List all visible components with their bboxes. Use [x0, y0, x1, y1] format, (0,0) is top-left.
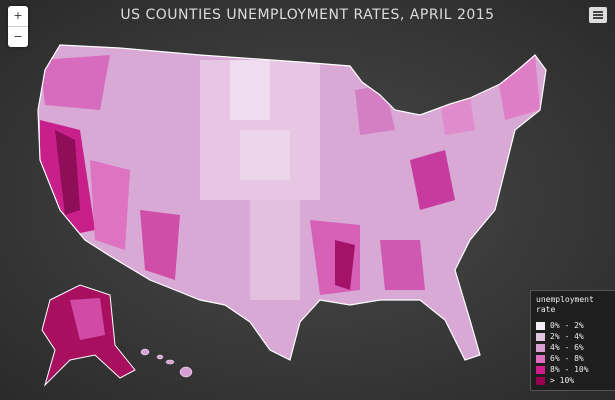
legend-item: 2% - 4% — [536, 331, 612, 342]
zoom-controls: + − — [8, 6, 28, 47]
legend-label: > 10% — [550, 376, 575, 385]
legend-swatch — [536, 321, 545, 330]
legend-item: 0% - 2% — [536, 320, 612, 331]
us-outline — [37, 44, 547, 361]
hawaii — [140, 348, 193, 378]
alaska-region — [70, 298, 105, 340]
legend-label: 8% - 10% — [550, 365, 589, 374]
legend-swatch — [536, 343, 545, 352]
legend-swatch — [536, 376, 545, 385]
zoom-in-button[interactable]: + — [13, 9, 23, 22]
legend-title: unemployment rate — [536, 295, 594, 314]
legend: unemployment rate 0% - 2% 2% - 4% 4% - 6% 6… — [530, 290, 615, 391]
legend-item: > 10% — [536, 375, 612, 386]
legend-swatch — [536, 332, 545, 341]
legend-swatch — [536, 365, 545, 374]
legend-label: 0% - 2% — [550, 321, 584, 330]
legend-item: 8% - 10% — [536, 364, 612, 375]
map-title: US COUNTIES UNEMPLOYMENT RATES, APRIL 20… — [120, 7, 495, 23]
legend-item: 4% - 6% — [536, 342, 612, 353]
legend-label: 6% - 8% — [550, 354, 584, 363]
zoom-out-button[interactable]: − — [8, 26, 28, 47]
legend-label: 4% - 6% — [550, 343, 584, 352]
legend-item: 6% - 8% — [536, 353, 612, 364]
menu-button[interactable] — [589, 7, 607, 23]
legend-swatch — [536, 354, 545, 363]
legend-label: 2% - 4% — [550, 332, 584, 341]
